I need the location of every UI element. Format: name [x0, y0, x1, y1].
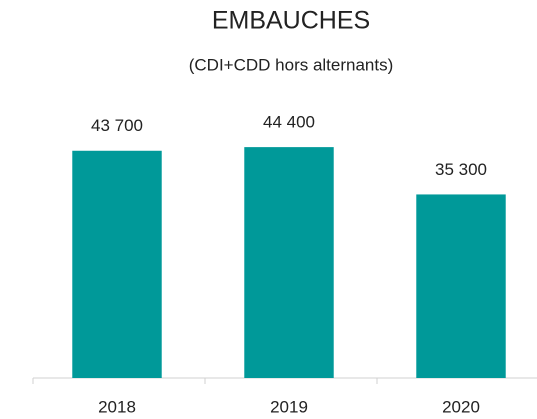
x-tick-label: 2020 — [442, 397, 480, 416]
value-label: 43 700 — [91, 116, 143, 135]
bar — [72, 150, 162, 378]
bar — [244, 147, 334, 378]
chart-subtitle: (CDI+CDD hors alternants) — [189, 55, 394, 74]
x-tick-label: 2018 — [98, 397, 136, 416]
value-label: 35 300 — [435, 160, 487, 179]
bar — [416, 194, 506, 378]
x-tick-label: 2019 — [270, 397, 308, 416]
chart-title: EMBAUCHES — [212, 7, 370, 35]
value-label: 44 400 — [263, 113, 315, 132]
